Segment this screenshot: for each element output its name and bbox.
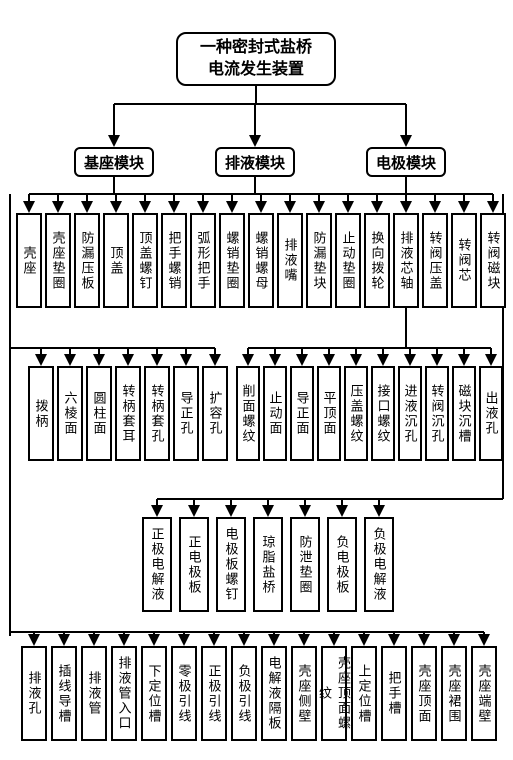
row4-item: 壳座顶面螺纹 (321, 646, 347, 741)
title-line1: 一种密封式盐桥 (200, 37, 312, 59)
row1-item: 止动垫圈 (335, 213, 361, 308)
row1-item: 排液芯轴 (393, 213, 419, 308)
row2r-item: 转阀沉孔 (425, 366, 449, 461)
row2r-item: 导正面 (290, 366, 314, 461)
title-line2: 电流发生装置 (200, 59, 312, 81)
row4-item: 插线导槽 (51, 646, 77, 741)
row3-item: 正极电解液 (142, 517, 172, 612)
row2l-item: 导正孔 (173, 366, 199, 461)
row1-item: 螺销垫圈 (219, 213, 245, 308)
row1-item: 防漏垫块 (306, 213, 332, 308)
row4-item: 排液管 (81, 646, 107, 741)
row1-item: 转阀芯 (451, 213, 477, 308)
row1-item: 顶盖螺钉 (132, 213, 158, 308)
row4-item: 零极引线 (171, 646, 197, 741)
row2r-item: 进液沉孔 (398, 366, 422, 461)
row2l-item: 转柄套耳 (115, 366, 141, 461)
row1-item: 转阀压盖 (422, 213, 448, 308)
row2r-item: 压盖螺纹 (344, 366, 368, 461)
row4-item: 下定位槽 (141, 646, 167, 741)
row2l-item: 拨柄 (28, 366, 54, 461)
row1-item: 顶盖 (103, 213, 129, 308)
row1-item: 壳座垫圈 (45, 213, 71, 308)
row1-item: 螺销螺母 (248, 213, 274, 308)
row1-item: 壳座 (16, 213, 42, 308)
row1-item: 转阀磁块 (480, 213, 506, 308)
row3-item: 负极电解液 (364, 517, 394, 612)
row2r-item: 平顶面 (317, 366, 341, 461)
row3-item: 电极板螺钉 (216, 517, 246, 612)
row3-item: 琼脂盐桥 (253, 517, 283, 612)
row2r-item: 削面螺纹 (236, 366, 260, 461)
row4-item: 壳座端壁 (471, 646, 497, 741)
row2r-item: 接口螺纹 (371, 366, 395, 461)
row1-item: 把手螺销 (161, 213, 187, 308)
row2r-item: 出液孔 (479, 366, 503, 461)
row2l-item: 六棱面 (57, 366, 83, 461)
row4-item: 上定位槽 (351, 646, 377, 741)
row4-item: 排液孔 (21, 646, 47, 741)
row4-item: 电解液隔板 (261, 646, 287, 741)
row2r-item: 磁块沉槽 (452, 366, 476, 461)
row2l-item: 扩容孔 (202, 366, 228, 461)
row3-item: 防泄垫圈 (290, 517, 320, 612)
row1-item: 防漏压板 (74, 213, 100, 308)
module-electrode: 电极模块 (366, 147, 446, 177)
row2l-item: 转柄套孔 (144, 366, 170, 461)
row4-item: 壳座裙围 (441, 646, 467, 741)
diagram-title: 一种密封式盐桥 电流发生装置 (176, 32, 336, 86)
module-base: 基座模块 (74, 147, 154, 177)
row2l-item: 圆柱面 (86, 366, 112, 461)
row1-item: 弧形把手 (190, 213, 216, 308)
row1-item: 排液嘴 (277, 213, 303, 308)
row3-item: 负电极板 (327, 517, 357, 612)
row4-item: 把手槽 (381, 646, 407, 741)
row4-item: 正极引线 (201, 646, 227, 741)
row1-item: 换向拨轮 (364, 213, 390, 308)
row3-item: 正电极板 (179, 517, 209, 612)
row4-item: 负极引线 (231, 646, 257, 741)
row4-item: 排液管入口 (111, 646, 137, 741)
module-drain: 排液模块 (215, 147, 295, 177)
row4-item: 壳座侧壁 (291, 646, 317, 741)
row2r-item: 止动面 (263, 366, 287, 461)
row4-item: 壳座顶面 (411, 646, 437, 741)
